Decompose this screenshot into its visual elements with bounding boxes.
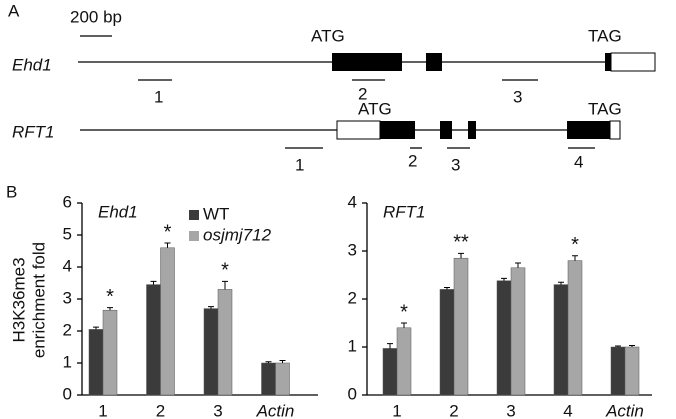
x-tick-label: Actin xyxy=(256,401,295,419)
amplicon-label: 1 xyxy=(295,155,304,174)
significance: * xyxy=(164,221,172,243)
exon xyxy=(426,53,442,71)
error-bar xyxy=(458,252,464,259)
x-tick-label: 3 xyxy=(213,401,222,419)
utr xyxy=(610,52,656,72)
y-tick-label: 1 xyxy=(348,336,357,355)
bar xyxy=(275,362,290,396)
start-codon: ATG xyxy=(311,26,345,45)
y-tick-label: 4 xyxy=(63,256,72,275)
y-axis-label: H3K36me3 xyxy=(9,257,28,342)
x-tick-label: 1 xyxy=(98,401,107,419)
bar xyxy=(160,247,175,396)
bar xyxy=(382,348,398,396)
bar xyxy=(439,289,455,396)
bar xyxy=(88,329,104,396)
error-bar xyxy=(265,361,272,363)
error-bar xyxy=(515,262,521,268)
error-bar xyxy=(615,345,621,347)
legend-swatch xyxy=(189,210,199,220)
y-tick-label: 2 xyxy=(348,288,357,307)
y-tick-label: 5 xyxy=(63,224,72,243)
bar xyxy=(624,346,640,396)
bar xyxy=(146,284,161,396)
y-tick-label: 1 xyxy=(63,352,72,371)
y-tick-label: 0 xyxy=(63,384,72,403)
error-bar xyxy=(444,286,450,290)
legend-label: WT xyxy=(203,204,229,223)
error-bar xyxy=(150,280,157,285)
exon xyxy=(380,121,415,139)
y-tick-label: 3 xyxy=(63,288,72,307)
error-bar xyxy=(572,255,578,261)
panel-label: B xyxy=(6,182,17,201)
x-tick-label: 2 xyxy=(156,401,165,419)
exon xyxy=(468,121,476,139)
exon xyxy=(567,121,610,139)
error-bar xyxy=(501,277,507,281)
amplicon-label: 2 xyxy=(358,84,367,103)
significance: ** xyxy=(453,232,469,254)
amplicon-label: 3 xyxy=(451,155,460,174)
error-bar xyxy=(279,359,286,363)
error-bar xyxy=(387,343,393,349)
bar xyxy=(553,284,569,396)
legend-swatch xyxy=(189,231,199,241)
error-bar xyxy=(401,322,407,328)
exon xyxy=(440,121,452,139)
chart-title: RFT1 xyxy=(383,202,426,221)
stop-codon: TAG xyxy=(588,99,622,118)
error-bar xyxy=(629,345,635,347)
amplicon-label: 1 xyxy=(154,87,163,106)
bar xyxy=(567,260,583,396)
chart-title: Ehd1 xyxy=(98,202,138,221)
error-bar xyxy=(208,306,214,309)
error-bar xyxy=(222,280,228,290)
bar xyxy=(496,280,512,396)
bar xyxy=(261,362,276,396)
significance: * xyxy=(571,234,579,256)
x-tick-label: 2 xyxy=(449,401,458,419)
y-tick-label: 3 xyxy=(348,240,357,259)
y-axis-label: enrichment fold xyxy=(29,242,48,358)
x-tick-label: 1 xyxy=(392,401,401,419)
y-tick-label: 2 xyxy=(63,320,72,339)
bar xyxy=(396,327,412,396)
amplicon-label: 4 xyxy=(574,152,583,171)
utr xyxy=(609,120,621,140)
x-tick-label: 4 xyxy=(563,401,572,419)
bar xyxy=(610,346,626,396)
y-tick-label: 0 xyxy=(348,384,357,403)
stop-codon: TAG xyxy=(588,26,622,45)
bar xyxy=(217,289,233,396)
error-bar xyxy=(93,326,99,330)
significance: * xyxy=(221,260,229,282)
bar xyxy=(453,257,469,396)
utr xyxy=(336,120,381,140)
bar xyxy=(203,308,219,396)
bar xyxy=(510,267,526,396)
y-tick-label: 4 xyxy=(348,192,357,211)
x-tick-label: Actin xyxy=(605,401,644,419)
gene-name: Ehd1 xyxy=(12,55,52,74)
significance: * xyxy=(106,286,114,308)
y-tick-label: 6 xyxy=(63,192,72,211)
exon xyxy=(605,53,611,71)
bar xyxy=(102,309,118,396)
error-bar xyxy=(107,307,113,311)
gene-name: RFT1 xyxy=(12,122,55,141)
x-tick-label: 3 xyxy=(506,401,515,419)
amplicon-label: 2 xyxy=(408,151,417,170)
significance: * xyxy=(400,301,408,323)
amplicon-label: 3 xyxy=(513,87,522,106)
error-bar xyxy=(164,242,171,248)
exon xyxy=(332,53,402,71)
scale-label: 200 bp xyxy=(70,7,122,26)
start-codon: ATG xyxy=(358,99,392,118)
error-bar xyxy=(558,281,564,285)
panel-label: A xyxy=(8,1,20,20)
legend-label: osjmj712 xyxy=(203,225,272,244)
